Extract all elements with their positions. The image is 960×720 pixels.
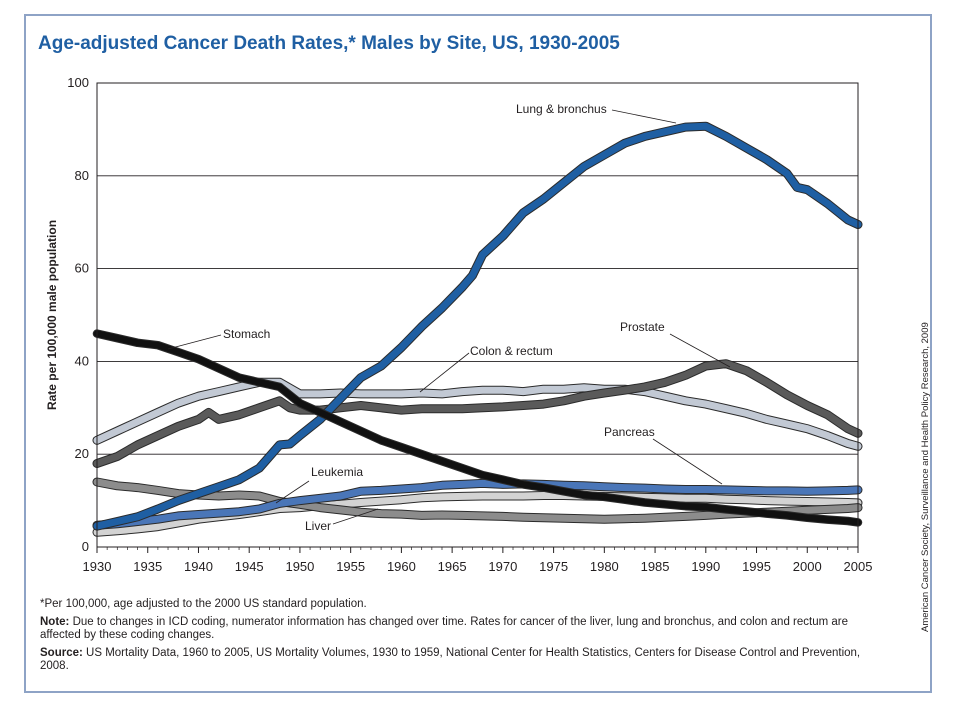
series-label-prostate: Prostate bbox=[620, 320, 665, 334]
x-tick-label: 1995 bbox=[742, 559, 771, 574]
series-label-lung-bronchus: Lung & bronchus bbox=[516, 102, 607, 116]
source-label: Source: bbox=[40, 646, 83, 659]
note-text: Due to changes in ICD coding, numerator … bbox=[40, 615, 848, 642]
x-tick-label: 1970 bbox=[488, 559, 517, 574]
series-annotations: Lung & bronchus Stomach Colon & rectum Pros… bbox=[167, 102, 731, 533]
series-label-leukemia: Leukemia bbox=[311, 465, 363, 479]
footnotes: *Per 100,000, age adjusted to the 2000 U… bbox=[40, 598, 870, 678]
y-tick-label: 20 bbox=[75, 446, 89, 461]
footnote-source: Source: US Mortality Data, 1960 to 2005,… bbox=[40, 647, 870, 674]
x-tick-label: 2000 bbox=[793, 559, 822, 574]
series-line-lung-bronchus bbox=[93, 122, 862, 530]
source-text: US Mortality Data, 1960 to 2005, US Mort… bbox=[40, 646, 861, 673]
y-tick-label: 80 bbox=[75, 168, 89, 183]
y-tick-label: 60 bbox=[75, 261, 89, 276]
leader-line-stomach bbox=[167, 334, 222, 350]
series-line-colon-rectum bbox=[93, 378, 862, 450]
leader-line-pancreas bbox=[652, 438, 723, 485]
x-tick-label: 1965 bbox=[438, 559, 467, 574]
leader-line-liver bbox=[332, 508, 379, 525]
series-label-pancreas: Pancreas bbox=[604, 425, 655, 439]
y-axis: 0 20 40 60 80 100 bbox=[67, 75, 89, 554]
leader-line-colon-rectum bbox=[419, 352, 470, 393]
x-tick-label: 1950 bbox=[285, 559, 314, 574]
x-tick-label: 1960 bbox=[387, 559, 416, 574]
x-tick-label: 1980 bbox=[590, 559, 619, 574]
chart-frame bbox=[24, 14, 932, 693]
y-tick-label: 40 bbox=[75, 353, 89, 368]
footnote-asterisk: *Per 100,000, age adjusted to the 2000 U… bbox=[40, 598, 367, 610]
x-tick-label: 1990 bbox=[691, 559, 720, 574]
y-tick-label: 100 bbox=[67, 75, 89, 90]
series-label-stomach: Stomach bbox=[223, 327, 270, 341]
x-tick-label: 1975 bbox=[539, 559, 568, 574]
x-tick-label: 2005 bbox=[844, 559, 873, 574]
series-line-prostate bbox=[93, 360, 862, 467]
plot-border bbox=[96, 82, 859, 548]
x-tick-label: 1985 bbox=[641, 559, 670, 574]
series-casing-lung-bronchus bbox=[92, 121, 863, 531]
series-label-colon-rectum: Colon & rectum bbox=[470, 344, 553, 358]
x-tick-label: 1955 bbox=[336, 559, 365, 574]
x-tick-label: 1930 bbox=[83, 559, 112, 574]
x-axis: 1930 1935 1940 1945 1950 1955 1960 1965 1970 1975… bbox=[83, 547, 873, 574]
leader-line-leukemia bbox=[275, 480, 310, 504]
series-line-pancreas bbox=[93, 479, 862, 529]
x-tick-label: 1945 bbox=[235, 559, 264, 574]
note-label: Note: bbox=[40, 615, 70, 628]
series-lines bbox=[92, 121, 863, 537]
series-label-liver: Liver bbox=[305, 519, 331, 533]
x-tick-label: 1935 bbox=[133, 559, 162, 574]
y-axis-label: Rate per 100,000 male population bbox=[45, 220, 59, 410]
x-tick-label: 1940 bbox=[184, 559, 213, 574]
series-line-stomach bbox=[93, 330, 862, 526]
chart-title: Age-adjusted Cancer Death Rates,* Males … bbox=[38, 33, 620, 54]
footnote-note: Note: Due to changes in ICD coding, nume… bbox=[40, 616, 870, 643]
leader-line-lung-bronchus bbox=[611, 109, 677, 124]
leader-line-prostate bbox=[669, 333, 731, 368]
credit-line: American Cancer Society, Surveillance an… bbox=[920, 322, 931, 632]
y-tick-label: 0 bbox=[82, 539, 89, 554]
